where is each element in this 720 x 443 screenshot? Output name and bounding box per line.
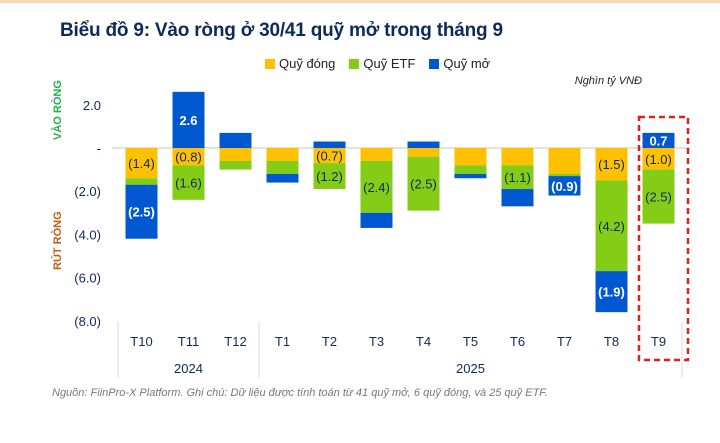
x-tick-label: T1 bbox=[275, 334, 290, 349]
bar-segment-etf bbox=[595, 180, 628, 272]
bar-segment-closed bbox=[407, 148, 440, 157]
bar-segment-open bbox=[454, 173, 487, 179]
data-label: (1.9) bbox=[598, 285, 625, 300]
data-label: (1.4) bbox=[128, 156, 155, 171]
bar-segment-etf bbox=[125, 178, 158, 185]
y-tick-label: 2.0 bbox=[83, 98, 101, 113]
bar-segment-etf bbox=[360, 160, 393, 213]
bar-segment-etf bbox=[313, 163, 346, 190]
bar-segment-etf bbox=[642, 169, 675, 224]
chart-title: Biểu đồ 9: Vào ròng ở 30/41 quỹ mở trong… bbox=[60, 20, 503, 41]
bar-segment-open bbox=[313, 141, 346, 148]
x-tick-label: T12 bbox=[224, 334, 246, 349]
x-tick-label: T11 bbox=[178, 334, 199, 349]
legend-label: Quỹ đóng bbox=[279, 56, 336, 71]
data-label: (1.1) bbox=[504, 170, 531, 185]
bar-segment-closed bbox=[360, 148, 393, 161]
x-tick-label: T8 bbox=[604, 334, 619, 349]
legend-swatch-etf bbox=[349, 58, 360, 69]
bar-segment-closed bbox=[219, 148, 252, 161]
legend: Quỹ đóng Quỹ ETF Quỹ mở bbox=[265, 56, 490, 71]
bar-segment-closed bbox=[125, 148, 158, 179]
legend-label: Quỹ mở bbox=[443, 56, 491, 71]
data-label: (1.6) bbox=[175, 176, 202, 191]
bar-segment-open bbox=[266, 173, 299, 183]
data-label: 2.6 bbox=[179, 113, 197, 128]
y-tick-label: (6.0) bbox=[74, 271, 101, 286]
legend-item-etf: Quỹ ETF bbox=[349, 56, 415, 71]
y-tick-label: (4.0) bbox=[74, 227, 101, 242]
legend-item-closed: Quỹ đóng bbox=[265, 56, 335, 71]
bar-segment-open bbox=[219, 132, 252, 148]
bar-segment-open bbox=[172, 91, 205, 148]
legend-label: Quỹ ETF bbox=[363, 56, 416, 71]
data-label: (2.4) bbox=[363, 180, 390, 195]
x-group-label: 2025 bbox=[456, 361, 485, 376]
x-tick-label: T10 bbox=[130, 334, 152, 349]
bar-segment-closed bbox=[313, 148, 346, 164]
bar-segment-closed bbox=[548, 148, 581, 174]
bar-segment-closed bbox=[642, 148, 675, 170]
data-label: (1.5) bbox=[598, 157, 625, 172]
bar-segment-open bbox=[125, 184, 158, 239]
data-label: (0.9) bbox=[551, 179, 578, 194]
x-tick-label: T5 bbox=[463, 334, 478, 349]
bar-segment-open bbox=[595, 271, 628, 313]
data-label: (0.7) bbox=[316, 149, 343, 164]
bar-segment-etf bbox=[266, 160, 299, 174]
x-tick-label: T4 bbox=[416, 334, 431, 349]
bar-segment-closed bbox=[172, 148, 205, 166]
x-tick-label: T2 bbox=[322, 334, 337, 349]
bar-segment-etf bbox=[501, 165, 534, 190]
highlight-box bbox=[637, 115, 690, 362]
data-label: (2.5) bbox=[128, 205, 155, 220]
bar-segment-closed bbox=[595, 148, 628, 181]
y-tick-label: - bbox=[97, 141, 101, 156]
bar-segment-etf bbox=[172, 165, 205, 200]
legend-item-open: Quỹ mở bbox=[429, 56, 490, 71]
bar-segment-open bbox=[501, 189, 534, 207]
unit-label: Nghìn tỷ VNĐ bbox=[574, 75, 642, 87]
data-label: 0.7 bbox=[649, 133, 667, 148]
x-tick-label: T3 bbox=[369, 334, 384, 349]
bar-segment-closed bbox=[501, 148, 534, 166]
data-label: (0.8) bbox=[175, 150, 202, 165]
bar-segment-closed bbox=[454, 148, 487, 166]
y-tick-label: (8.0) bbox=[74, 314, 101, 329]
data-label: (2.5) bbox=[410, 177, 437, 192]
bar-segment-etf bbox=[219, 160, 252, 170]
data-label: (4.2) bbox=[598, 219, 625, 234]
x-tick-label: T6 bbox=[510, 334, 525, 349]
bar-segment-etf bbox=[407, 156, 440, 211]
legend-swatch-open bbox=[429, 58, 440, 69]
bar-segment-open bbox=[642, 132, 675, 148]
x-group-label: 2024 bbox=[174, 361, 203, 376]
data-label: (1.2) bbox=[316, 169, 343, 184]
x-tick-label: T9 bbox=[651, 334, 666, 349]
bar-segment-open bbox=[360, 212, 393, 228]
x-tick-label: T7 bbox=[557, 334, 572, 349]
bar-segment-closed bbox=[266, 148, 299, 161]
source-note: Nguồn: FiinPro-X Platform. Ghi chú: Dữ l… bbox=[52, 387, 548, 399]
data-label: (2.5) bbox=[645, 190, 672, 205]
bar-segment-open bbox=[548, 176, 581, 196]
y-tick-label: (2.0) bbox=[74, 184, 101, 199]
data-label: (1.0) bbox=[645, 152, 672, 167]
bar-segment-etf bbox=[548, 173, 581, 177]
legend-swatch-closed bbox=[265, 58, 275, 69]
bar-segment-etf bbox=[454, 165, 487, 174]
bar-segment-open bbox=[407, 141, 440, 148]
top-decoration bbox=[0, 0, 720, 3]
